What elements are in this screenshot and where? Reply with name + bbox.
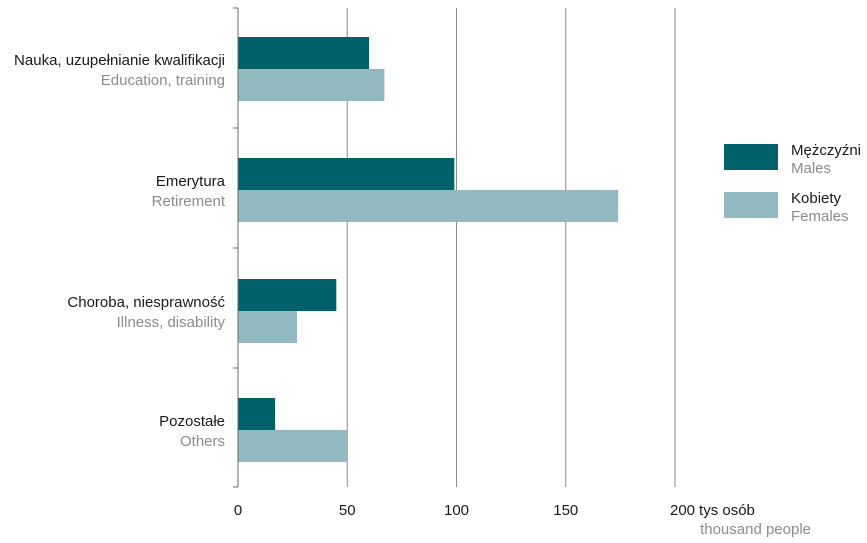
x-tick-labels: 0 50 100 150 200 tys osób thousand people	[234, 502, 811, 538]
category-label: Emerytura	[156, 173, 226, 190]
legend-swatch	[724, 144, 778, 170]
x-tick-label: 50	[339, 502, 356, 519]
bar-females	[238, 190, 619, 222]
x-unit-label-en: thousand people	[700, 521, 811, 538]
x-tick-label: 100	[444, 502, 469, 519]
category-labels: Nauka, uzupełnianie kwalifikacji Educatio…	[14, 52, 226, 450]
category-label-en: Others	[180, 433, 225, 450]
bar-females	[238, 430, 348, 462]
bar-females	[238, 69, 385, 101]
bar-males	[238, 37, 370, 69]
category-label: Choroba, niesprawność	[67, 294, 225, 311]
gridlines	[346, 8, 676, 487]
legend-label: Mężczyźni	[791, 142, 861, 159]
category-label: Pozostałe	[159, 413, 225, 430]
category-label-en: Retirement	[152, 193, 226, 210]
x-unit-label: tys osób	[699, 502, 755, 519]
bars	[238, 37, 619, 462]
bar-females	[238, 311, 297, 343]
x-tick-label: 0	[234, 502, 242, 519]
bar-males	[238, 398, 276, 430]
bar-males	[238, 158, 455, 190]
bar-males	[238, 279, 337, 311]
y-axis	[233, 7, 239, 488]
legend-label: Kobiety	[791, 190, 842, 207]
category-label: Nauka, uzupełnianie kwalifikacji	[14, 52, 225, 69]
legend-swatch	[724, 192, 778, 218]
category-label-en: Education, training	[101, 72, 225, 89]
category-label-en: Illness, disability	[117, 314, 226, 331]
x-tick-label: 200 tys osób	[670, 502, 755, 519]
x-tick-label: 150	[553, 502, 578, 519]
legend-label-en: Females	[791, 208, 849, 225]
legend-label-en: Males	[791, 160, 831, 177]
